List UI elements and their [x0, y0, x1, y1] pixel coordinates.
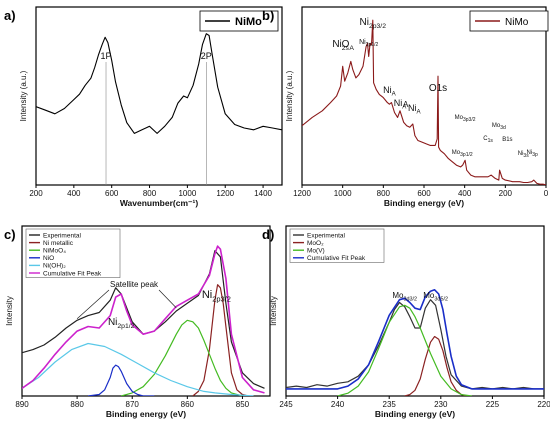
y-axis-label: Intensity (a.u.)	[285, 70, 294, 121]
legend-box	[25, 228, 121, 278]
x-tick-label: 230	[434, 400, 448, 409]
annotation-label: B1s	[502, 137, 512, 143]
annotation-label: Ni2p1/2	[108, 317, 135, 330]
x-tick-label: 1400	[254, 189, 272, 198]
x-tick-label: 600	[105, 189, 119, 198]
annotation-label: 2P	[201, 51, 212, 61]
y-axis-label: Intensity	[5, 296, 14, 326]
annotation-label: Mo3d3/2	[392, 291, 417, 302]
annotation-label: Ni2p1/2	[359, 39, 378, 48]
plot-frame	[301, 6, 547, 186]
series-line-1	[36, 33, 282, 134]
x-tick-label: 220	[537, 400, 550, 409]
annotation-label: Mo3p1/2	[452, 150, 473, 158]
legend-box	[289, 228, 385, 263]
x-tick-label: 880	[70, 400, 84, 409]
panel-label: d)	[262, 227, 274, 242]
legend-entry: Mo(V)	[307, 248, 325, 255]
legend-entry: Cumulative Fit Peak	[307, 255, 366, 262]
x-tick-label: 400	[458, 189, 472, 198]
annotation-label: Ni3p	[527, 150, 538, 158]
legend-entry: NiO	[43, 255, 54, 262]
x-tick-label: 890	[15, 400, 29, 409]
series-line-1	[286, 299, 544, 390]
x-tick-label: 240	[331, 400, 345, 409]
series-line-5	[22, 342, 254, 396]
series-line-2	[404, 335, 467, 396]
legend-entry: NiMo	[505, 17, 529, 28]
chart-panel-2: b) 1200 1000 800 600 400 200 0 Binding energy (e…	[262, 6, 549, 208]
chart-panel-3: c) 890 880 870 860 850 Binding energy (eV) Inte…	[4, 225, 271, 419]
x-tick-label: 235	[383, 400, 397, 409]
annotation-label: A	[403, 100, 409, 109]
legend-entry: Ni(OH)₂	[43, 263, 66, 270]
series-line-2	[192, 284, 249, 396]
annotation-label: OA	[342, 39, 355, 52]
x-tick-label: 1200	[216, 189, 234, 198]
x-tick-label: 860	[181, 400, 195, 409]
x-tick-label: 800	[377, 189, 391, 198]
annotation-label: Ni2s	[332, 39, 349, 52]
x-axis-label: Binding energy (eV)	[106, 409, 186, 419]
annotation-label: Ni3s	[518, 151, 529, 159]
annotation-arrow	[158, 289, 177, 309]
x-tick-label: 850	[236, 400, 250, 409]
annotation-label: C1s	[483, 136, 493, 144]
x-tick-label: 225	[486, 400, 500, 409]
x-axis-label: Binding energy (eV)	[375, 409, 455, 419]
x-tick-label: 245	[279, 400, 293, 409]
y-axis-label: Intensity	[269, 296, 278, 326]
x-tick-label: 1000	[178, 189, 196, 198]
legend-entry: NiMo	[235, 16, 262, 28]
series-line-4	[286, 289, 544, 390]
legend-entry: Ni metallic	[43, 240, 74, 247]
legend-box	[199, 10, 279, 32]
x-axis-label: Binding energy (eV)	[384, 198, 464, 208]
legend-entry: Experimental	[307, 232, 345, 239]
legend-entry: Cumulative Fit Peak	[43, 270, 102, 277]
annotation-label: Mo3d	[492, 123, 506, 131]
x-tick-label: 0	[544, 189, 549, 198]
series-line-3	[121, 319, 243, 396]
annotation-label: Mo3d5/2	[423, 291, 448, 302]
legend-entry: Experimental	[43, 232, 81, 239]
plot-frame	[285, 225, 545, 397]
annotation-label: Ni2p3/2	[360, 17, 387, 30]
x-tick-label: 200	[29, 189, 43, 198]
annotation-label: Satellite peak	[110, 280, 159, 289]
annotation-arrow	[76, 289, 110, 319]
series-line-3	[337, 304, 472, 396]
annotation-label: NiA	[394, 98, 408, 111]
annotation-label: Ni2p3/2	[202, 289, 231, 303]
annotation-label: NiA	[408, 103, 422, 116]
x-tick-label: 800	[143, 189, 157, 198]
plot-frame	[35, 6, 283, 186]
panel-label: c)	[4, 227, 16, 242]
panel-label: a)	[4, 8, 16, 23]
series-line-1	[302, 19, 546, 185]
x-tick-label: 870	[126, 400, 140, 409]
chart-panel-1: a) 200 400 600 800 1000 1200 1400 Wavenumber(cm⁻…	[4, 6, 283, 208]
annotation-label: NiA	[383, 85, 397, 98]
annotation-label: Mo3p3/2	[455, 115, 476, 123]
annotation-label: 1P	[101, 51, 112, 61]
x-tick-label: 400	[67, 189, 81, 198]
legend-entry: NiMoO₄	[43, 248, 66, 255]
legend-entry: MoO₂	[307, 240, 324, 247]
x-tick-label: 600	[417, 189, 431, 198]
x-tick-label: 1000	[334, 189, 352, 198]
x-axis-label: Wavenumber(cm⁻¹)	[120, 198, 198, 208]
annotation-label: O1s	[429, 83, 447, 94]
y-axis-label: Intensity (a.u.)	[19, 70, 28, 121]
series-line-4	[88, 364, 155, 396]
chart-panel-4: d) 245 240 235 230 225 220 Binding energy (eV) I…	[262, 225, 550, 419]
x-tick-label: 200	[499, 189, 513, 198]
series-line-6	[22, 245, 265, 394]
legend-box	[469, 10, 549, 32]
x-tick-label: 1200	[293, 189, 311, 198]
panel-label: b)	[262, 8, 274, 23]
